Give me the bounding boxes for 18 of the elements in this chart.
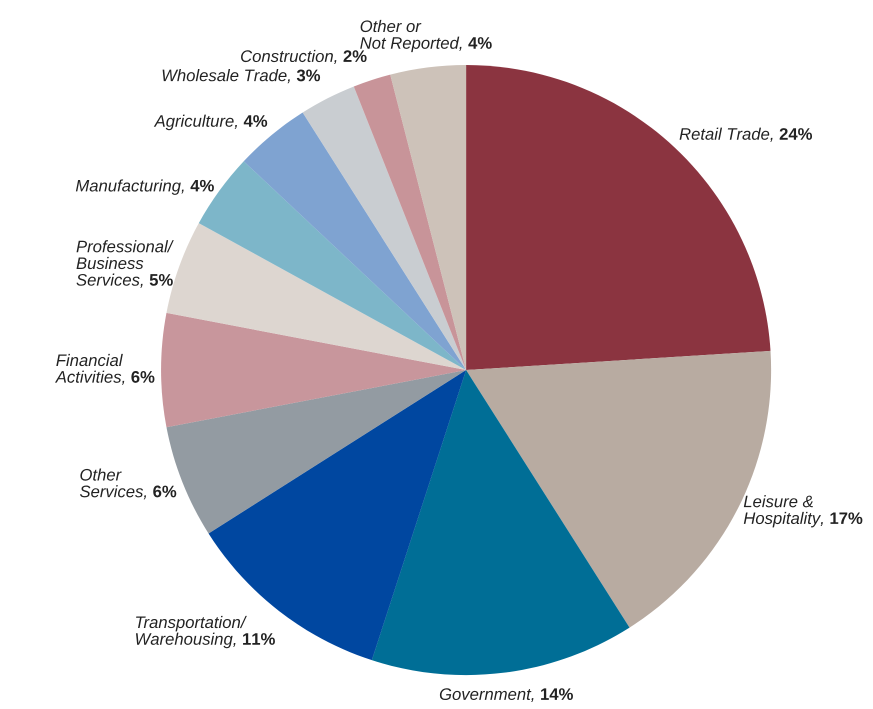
slice-label: Agriculture, 4% bbox=[154, 114, 268, 130]
pie-slice bbox=[244, 112, 466, 370]
pie-slice bbox=[466, 65, 771, 370]
slice-label: Manufacturing, 4% bbox=[76, 179, 214, 195]
pie-slice bbox=[161, 312, 466, 428]
pie-slice bbox=[354, 74, 466, 370]
slice-label: Financial Activities, 6% bbox=[54, 354, 154, 385]
slice-label: Government, 14% bbox=[440, 688, 573, 702]
slice-label: Leisure & Hospitality, 17% bbox=[744, 495, 862, 528]
pie-slice bbox=[390, 65, 466, 370]
slice-label: Professional/ Business Services, 5% bbox=[76, 240, 174, 288]
slice-label: Wholesale Trade, 3% bbox=[162, 69, 320, 84]
slice-label: Retail Trade, 24% bbox=[680, 128, 812, 142]
pie-slice bbox=[372, 370, 630, 676]
pie-slice bbox=[302, 86, 466, 370]
slice-label: Construction, 2% bbox=[241, 50, 367, 64]
slice-label: Transportation/ Warehousing, 11% bbox=[136, 616, 275, 648]
slice-label: Other Services, 6% bbox=[80, 468, 176, 500]
